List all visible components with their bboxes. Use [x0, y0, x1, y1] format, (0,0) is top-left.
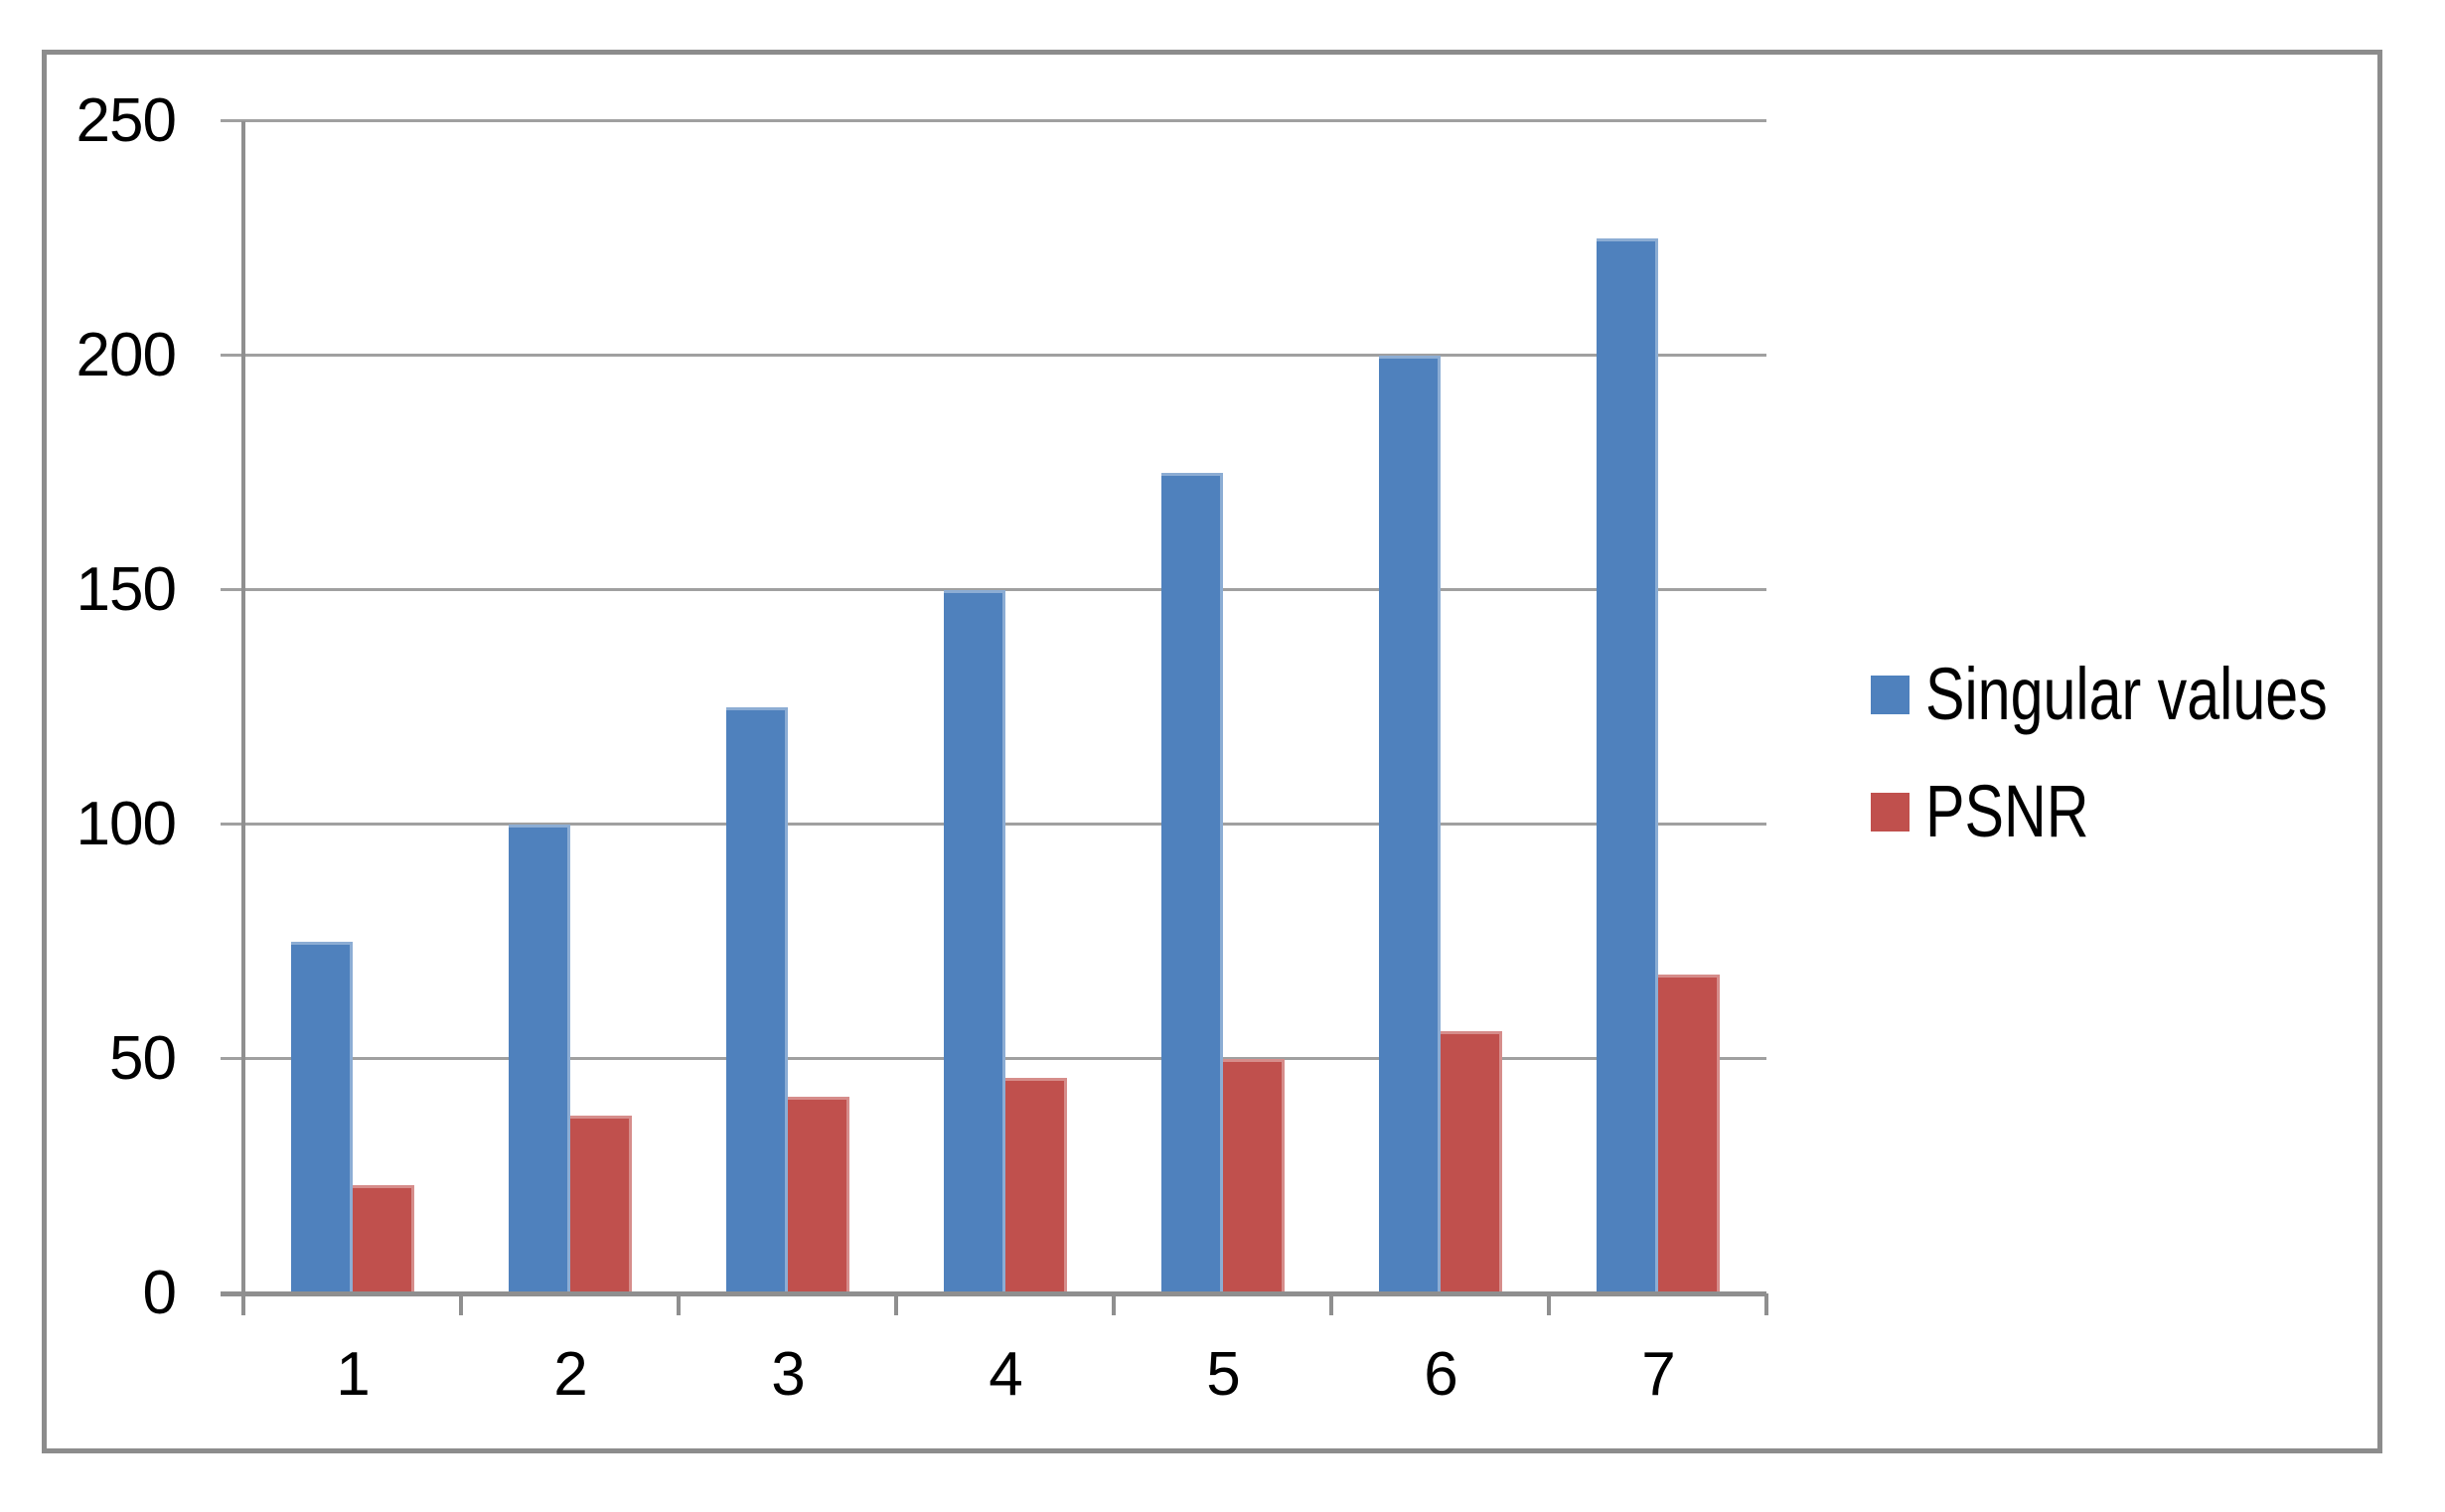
- y-tick-label: 0: [142, 1259, 177, 1327]
- x-axis-tick: [894, 1293, 898, 1315]
- x-tick-label: 2: [553, 1340, 587, 1409]
- gridline: [221, 588, 1766, 591]
- x-axis-tick: [1329, 1293, 1333, 1315]
- bar-singular-values-4: [944, 590, 1005, 1293]
- gridline: [221, 119, 1766, 122]
- bar-singular-values-7: [1597, 238, 1658, 1293]
- bar-psnr-2: [570, 1116, 632, 1293]
- x-axis-tick: [1764, 1293, 1768, 1315]
- bar-singular-values-6: [1379, 356, 1441, 1293]
- x-tick-label: 3: [771, 1340, 805, 1409]
- legend-label-psnr: PSNR: [1925, 770, 2089, 852]
- gridline: [221, 354, 1766, 357]
- legend: Singular values PSNR: [1871, 636, 2428, 870]
- legend-entry: Singular values: [1871, 636, 2428, 753]
- legend-label-singular-values: Singular values: [1925, 653, 2328, 735]
- bar-psnr-5: [1223, 1059, 1285, 1293]
- x-axis-tick: [1547, 1293, 1551, 1315]
- bar-psnr-1: [353, 1185, 414, 1293]
- legend-swatch-singular-values: [1871, 675, 1910, 714]
- x-tick-label: 1: [336, 1340, 370, 1409]
- legend-entry: PSNR: [1871, 753, 2428, 870]
- bar-psnr-3: [788, 1097, 849, 1293]
- bar-singular-values-2: [509, 825, 570, 1293]
- y-tick-label: 250: [76, 86, 177, 155]
- x-tick-label: 5: [1206, 1340, 1240, 1409]
- bar-singular-values-1: [291, 942, 353, 1293]
- x-axis-tick: [1112, 1293, 1116, 1315]
- bar-psnr-4: [1005, 1078, 1067, 1293]
- x-axis-tick: [241, 1293, 245, 1315]
- x-axis-tick: [459, 1293, 463, 1315]
- x-tick-label: 7: [1641, 1340, 1675, 1409]
- bar-psnr-7: [1658, 975, 1720, 1293]
- bar-singular-values-5: [1161, 473, 1223, 1293]
- x-axis-tick: [677, 1293, 681, 1315]
- bar-singular-values-3: [726, 707, 788, 1293]
- legend-swatch-psnr: [1871, 792, 1910, 832]
- x-tick-label: 6: [1424, 1340, 1457, 1409]
- x-tick-label: 4: [989, 1340, 1022, 1409]
- x-axis-line: [221, 1291, 1766, 1296]
- y-tick-label: 200: [76, 321, 177, 389]
- y-tick-label: 150: [76, 555, 177, 624]
- y-axis-line: [241, 121, 245, 1296]
- bar-psnr-6: [1441, 1031, 1502, 1293]
- y-tick-label: 100: [76, 790, 177, 858]
- y-tick-label: 50: [109, 1024, 177, 1093]
